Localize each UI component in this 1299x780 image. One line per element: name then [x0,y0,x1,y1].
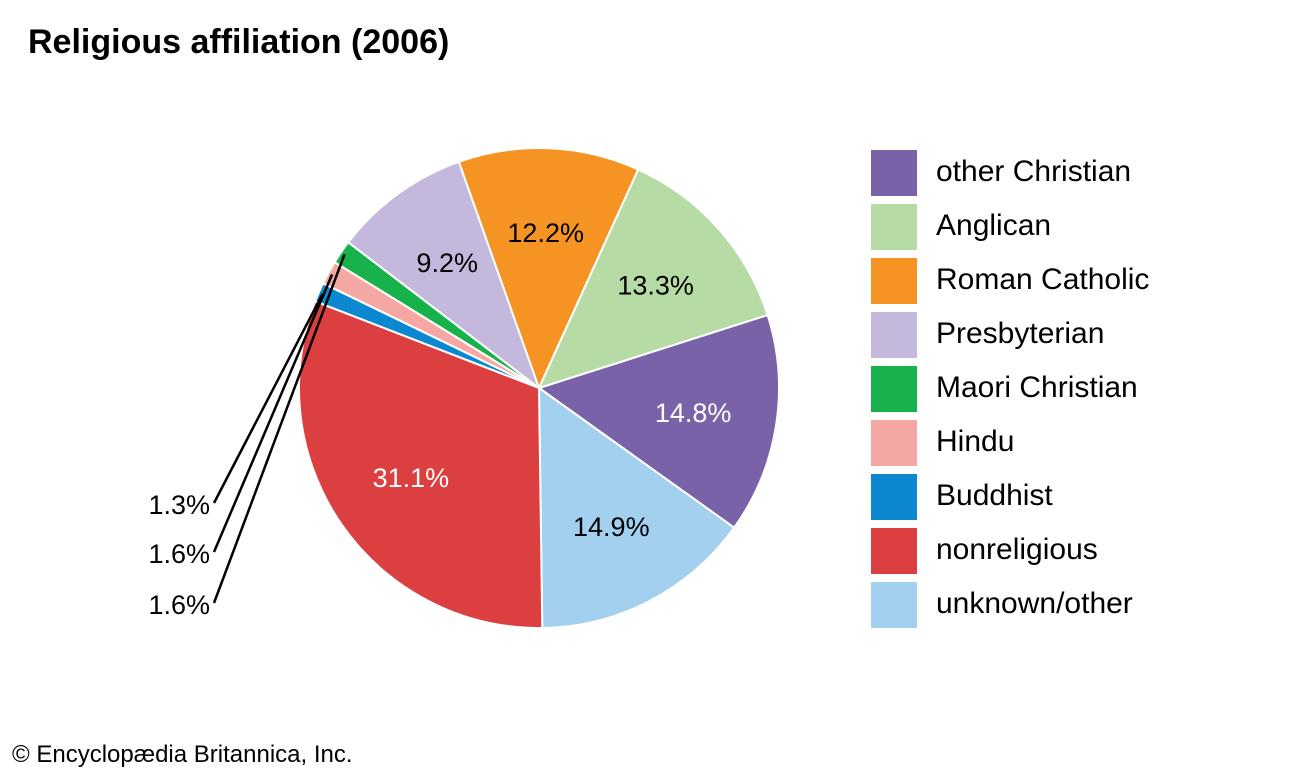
legend-label: Buddhist [936,479,1053,512]
legend-swatch [871,150,917,196]
legend-swatch [871,528,917,574]
legend-item-maori-christian: Maori Christian [871,366,1271,420]
pie-chart: 14.8% 14.9% 31.1% 1.3% 1.6% 1.6% 9.2% 12.2% 13.3… [148,147,780,629]
pie-slice-roman-catholic [457,147,640,389]
legend-label: Anglican [936,209,1052,242]
legend-swatch [871,312,917,358]
legend-swatch [871,420,917,466]
pie-slice-presbyterian [347,160,540,389]
pie-slice-unknown-other [538,387,736,629]
slice-label-roman-catholic: 12.2% [507,218,584,248]
leader-line-maori-christian [212,253,346,604]
slice-label-buddhist: 1.3% [148,490,210,520]
leader-line-hindu [212,274,334,553]
slice-label-presbyterian: 9.2% [416,248,478,278]
legend-label: Presbyterian [936,317,1105,350]
leader-line-buddhist [212,293,324,504]
legend-label: Maori Christian [936,371,1138,404]
pie-slice-other-christian [538,314,780,529]
legend-swatch [871,258,917,304]
legend-label: other Christian [936,155,1132,188]
pie-labels: 14.8% 14.9% 31.1% 1.3% 1.6% 1.6% 9.2% 12.2% 13.3… [148,218,731,620]
legend-item-hindu: Hindu [871,420,1271,474]
copyright-credit: © Encyclopædia Britannica, Inc. [12,741,353,768]
legend-item-unknown-other: unknown/other [871,582,1271,636]
slice-label-maori-christian: 1.6% [148,590,210,620]
slice-label-other-christian: 14.8% [655,398,732,428]
slice-label-nonreligious: 31.1% [373,463,450,493]
legend-swatch [871,474,917,520]
legend-swatch [871,366,917,412]
legend-item-presbyterian: Presbyterian [871,312,1271,366]
pie-slice-anglican [538,168,769,389]
legend-label: Hindu [936,425,1015,458]
pie-slice-nonreligious [297,300,544,629]
legend-item-other-christian: other Christian [871,150,1271,204]
legend-swatch [871,204,917,250]
slice-label-unknown-other: 14.9% [573,512,650,542]
chart-legend: other Christian Anglican Roman Catholic Pre… [871,150,1271,636]
legend-item-anglican: Anglican [871,204,1271,258]
legend-swatch [871,582,917,628]
legend-item-roman-catholic: Roman Catholic [871,258,1271,312]
legend-label: nonreligious [936,533,1098,566]
slice-label-anglican: 13.3% [617,270,694,300]
legend-label: unknown/other [936,587,1133,620]
pie-slices [297,147,780,629]
chart-title: Religious affiliation (2006) [28,23,450,61]
legend-label: Roman Catholic [936,263,1150,296]
legend-item-nonreligious: nonreligious [871,528,1271,582]
legend-item-buddhist: Buddhist [871,474,1271,528]
slice-label-hindu: 1.6% [148,539,210,569]
